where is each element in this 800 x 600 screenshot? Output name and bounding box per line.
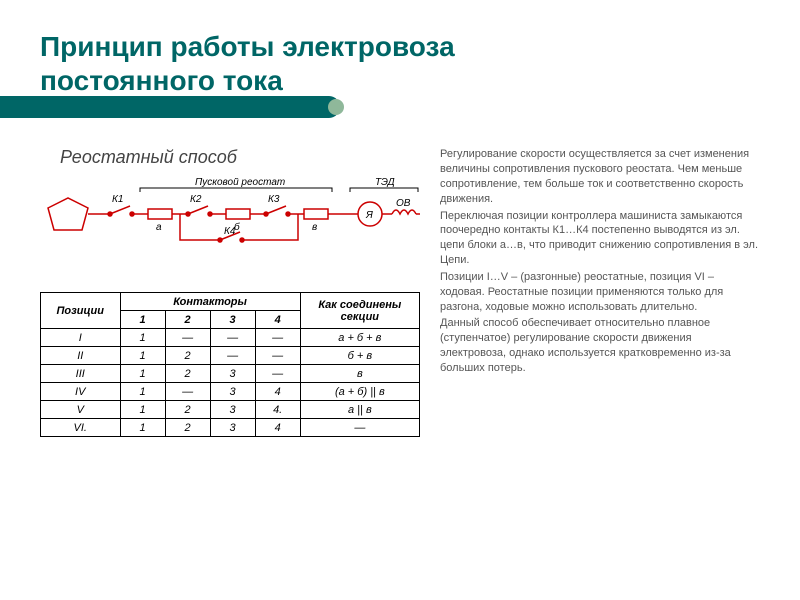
table-row: II12——б + в: [41, 347, 420, 365]
title-line2: постоянного тока: [40, 65, 283, 96]
label-reostat: Пусковой реостат: [195, 178, 285, 188]
cell-position: IV: [41, 383, 121, 401]
cell-contactor: —: [255, 347, 300, 365]
cell-position: III: [41, 365, 121, 383]
paragraph-2: Переключая позиции контроллера машиниста…: [440, 209, 760, 268]
label-ted: ТЭД: [375, 178, 395, 188]
cell-position: VI.: [41, 419, 121, 437]
th-positions: Позиции: [41, 293, 121, 329]
cell-position: I: [41, 329, 121, 347]
cell-contactor: —: [165, 383, 210, 401]
cell-contactor: 1: [120, 401, 165, 419]
cell-contactor: 4: [255, 419, 300, 437]
cell-position: II: [41, 347, 121, 365]
cell-connection: б + в: [300, 347, 419, 365]
label-ov: ОВ: [396, 198, 411, 209]
paragraph-1: Регулирование скорости осуществляется за…: [440, 147, 760, 206]
page-title: Принцип работы электровоза постоянного т…: [40, 30, 760, 97]
cell-contactor: —: [210, 329, 255, 347]
content-area: Реостатный способ: [40, 147, 760, 437]
paragraph-4: Данный способ обеспечивает относительно …: [440, 316, 760, 375]
table-row: III123—в: [41, 365, 420, 383]
cell-contactor: 2: [165, 365, 210, 383]
cell-contactor: —: [210, 347, 255, 365]
table-row: VI.1234—: [41, 419, 420, 437]
cell-contactor: 2: [165, 347, 210, 365]
cell-contactor: 3: [210, 401, 255, 419]
paragraph-3: Позиции I…V – (разгонные) реостатные, по…: [440, 270, 760, 315]
th-contactors: Контакторы: [120, 293, 300, 311]
cell-connection: (а + б) || в: [300, 383, 419, 401]
subtitle: Реостатный способ: [40, 147, 420, 168]
cell-contactor: 3: [210, 383, 255, 401]
left-column: Реостатный способ: [40, 147, 420, 437]
label-a: а: [156, 222, 162, 233]
label-k1: К1: [112, 194, 123, 205]
th-k2: 2: [165, 311, 210, 329]
cell-contactor: —: [255, 365, 300, 383]
circuit-diagram: Пусковой реостат ТЭД К1 К2 К3 К4 а б в Я…: [40, 178, 420, 283]
cell-contactor: 3: [210, 365, 255, 383]
table-row: IV1—34(а + б) || в: [41, 383, 420, 401]
cell-contactor: 1: [120, 347, 165, 365]
right-column: Регулирование скорости осуществляется за…: [440, 147, 760, 437]
th-connection: Как соединены секции: [300, 293, 419, 329]
cell-connection: в: [300, 365, 419, 383]
decorative-stripe: [0, 96, 340, 118]
label-k2: К2: [190, 194, 202, 205]
cell-contactor: 1: [120, 329, 165, 347]
cell-contactor: 4.: [255, 401, 300, 419]
cell-contactor: 4: [255, 383, 300, 401]
cell-connection: а || в: [300, 401, 419, 419]
label-b: б: [234, 221, 240, 233]
label-k3: К3: [268, 194, 280, 205]
cell-contactor: 2: [165, 401, 210, 419]
cell-contactor: —: [165, 329, 210, 347]
cell-contactor: 3: [210, 419, 255, 437]
label-v: в: [312, 222, 317, 233]
cell-contactor: —: [255, 329, 300, 347]
cell-position: V: [41, 401, 121, 419]
cell-contactor: 1: [120, 365, 165, 383]
label-ya: Я: [365, 210, 373, 221]
positions-table: Позиции Контакторы Как соединены секции …: [40, 292, 420, 437]
cell-contactor: 1: [120, 419, 165, 437]
th-k4: 4: [255, 311, 300, 329]
th-k1: 1: [120, 311, 165, 329]
table-row: V1234.а || в: [41, 401, 420, 419]
th-k3: 3: [210, 311, 255, 329]
cell-contactor: 1: [120, 383, 165, 401]
cell-connection: —: [300, 419, 419, 437]
table-row: I1———а + б + в: [41, 329, 420, 347]
cell-contactor: 2: [165, 419, 210, 437]
cell-connection: а + б + в: [300, 329, 419, 347]
title-line1: Принцип работы электровоза: [40, 31, 455, 62]
